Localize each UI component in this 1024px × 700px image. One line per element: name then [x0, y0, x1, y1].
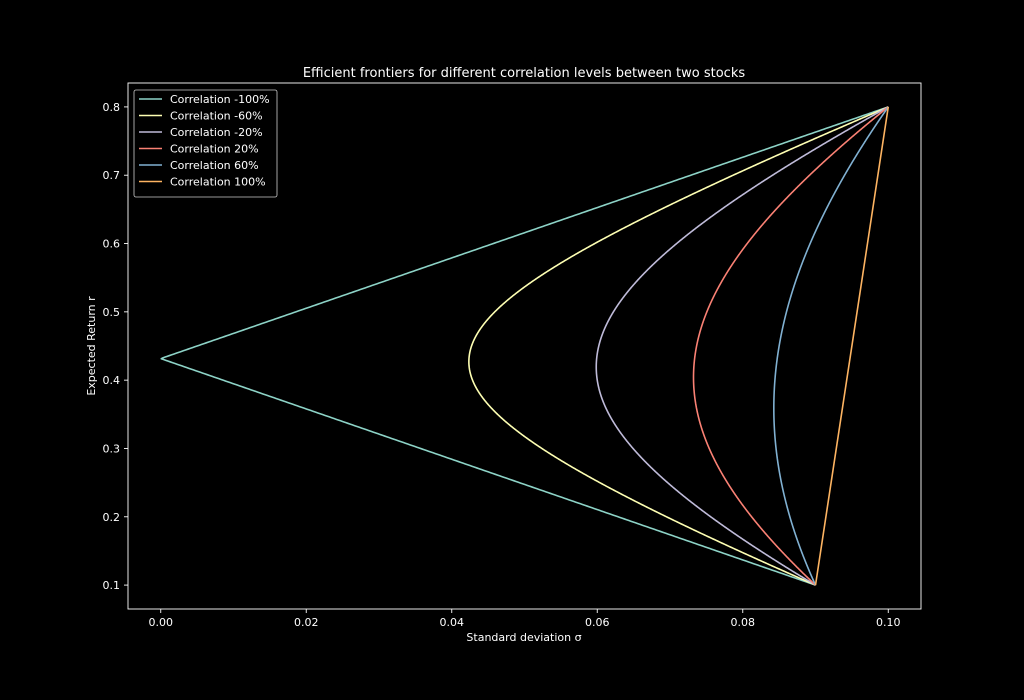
y-tick-label: 0.2: [103, 511, 121, 524]
legend: Correlation -100% Correlation -60% Correla…: [133, 89, 278, 198]
legend-label: Correlation 60%: [170, 159, 259, 172]
chart-title: Efficient frontiers for different correl…: [303, 66, 746, 81]
y-axis-label: Expected Return r: [85, 296, 98, 396]
series-line-4: [773, 106, 889, 586]
y-tick-label: 0.7: [103, 169, 121, 182]
y-tick-label: 0.1: [103, 579, 121, 592]
plot-frame: [127, 82, 922, 610]
y-tick-label: 0.6: [103, 238, 121, 251]
legend-label: Correlation 100%: [170, 176, 266, 189]
series-layer: [160, 106, 890, 586]
y-tick-label: 0.5: [103, 306, 121, 319]
series-line-1: [468, 106, 889, 586]
x-tick-label: 0.00: [148, 616, 173, 629]
x-axis: 0.00 0.02 0.04 0.06 0.08 0.10: [148, 609, 901, 629]
legend-label: Correlation -100%: [170, 93, 270, 106]
legend-box: [133, 89, 278, 198]
x-tick-label: 0.08: [731, 616, 756, 629]
y-tick-label: 0.4: [103, 374, 121, 387]
legend-label: Correlation -20%: [170, 126, 263, 139]
series-line-5: [814, 106, 890, 586]
y-tick-label: 0.8: [103, 101, 121, 114]
x-tick-label: 0.04: [439, 616, 464, 629]
series-line-2: [595, 106, 889, 586]
x-axis-label: Standard deviation σ: [466, 631, 581, 644]
legend-label: Correlation -60%: [170, 110, 263, 123]
x-tick-label: 0.02: [294, 616, 319, 629]
x-tick-label: 0.06: [585, 616, 610, 629]
legend-label: Correlation 20%: [170, 143, 259, 156]
series-line-3: [692, 106, 889, 586]
series-line-0: [160, 106, 889, 586]
y-axis: 0.1 0.2 0.3 0.4 0.5 0.6 0.7 0.8: [103, 101, 128, 592]
y-tick-label: 0.3: [103, 442, 121, 455]
x-tick-label: 0.10: [876, 616, 901, 629]
